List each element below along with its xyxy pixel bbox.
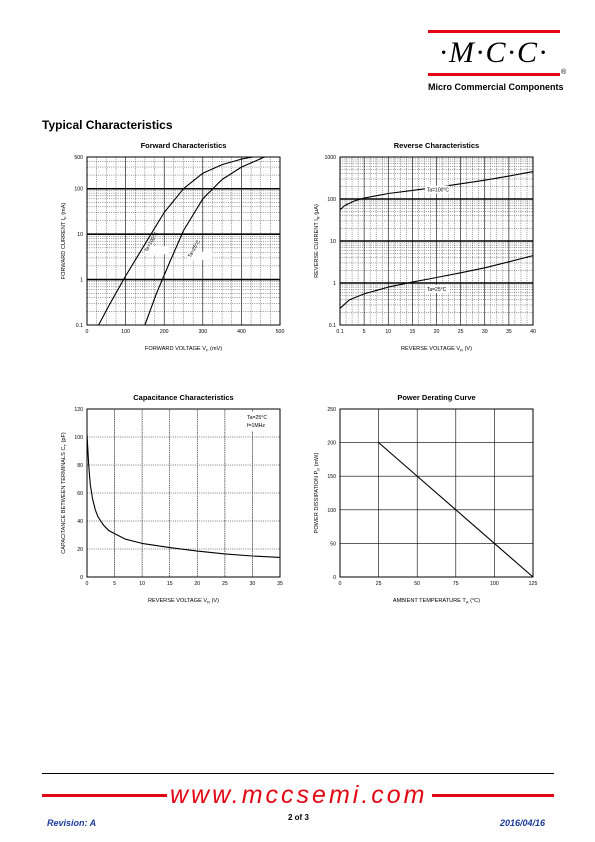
- chart2-x-tick-label: 20: [434, 329, 440, 335]
- chart2-x-tick-label: 10: [385, 329, 391, 335]
- chart2-y-tick-label: 100: [327, 197, 336, 203]
- chart3-x-axis-label: REVERSE VOLTAGE VR (V): [148, 598, 219, 605]
- chart3-x-tick-label: 15: [167, 581, 173, 587]
- chart2-series-label-bg-2: [424, 284, 449, 293]
- chart2-y-tick-label: 1000: [324, 155, 336, 161]
- chart3-title: Capacitance Characteristics: [133, 393, 233, 402]
- chart3-x-tick-label: 0: [86, 581, 89, 587]
- chart3-x-tick-label: 20: [194, 581, 200, 587]
- chart4-y-tick-label: 100: [327, 508, 336, 514]
- chart2-y-tick-label: 0.1: [329, 323, 336, 329]
- chart2-x-axis-label: REVERSE VOLTAGE VR (V): [401, 346, 472, 353]
- chart1-x-axis-label: FORWARD VOLTAGE VF (mV): [145, 346, 222, 353]
- chart2-x-tick-label: 0.1: [336, 329, 343, 335]
- chart1-y-tick-label: 10: [77, 232, 83, 238]
- chart1-y-tick-label: 500: [74, 155, 83, 161]
- registered-mark: ®: [561, 69, 567, 76]
- chart4-y-tick-label: 50: [330, 541, 336, 547]
- chart3-y-axis-label: CAPACITANCE BETWEEN TERMINALS CT (pF): [61, 432, 68, 554]
- mcc-logo: ·M·C·C· ® Micro Commercial Components: [428, 30, 568, 100]
- chart2-x-tick-label: 5: [363, 329, 366, 335]
- chart3-annotation-bg: [244, 412, 274, 431]
- chart1-x-tick-label: 200: [160, 329, 169, 335]
- chart3-frame: [86, 408, 281, 578]
- chart2-series-label-1: Ta=100°C: [427, 188, 450, 194]
- chart1-y-axis-label: FORWARD CURRENT IF (mA): [61, 203, 68, 280]
- footer-divider: [42, 773, 554, 774]
- chart4-y-axis-label: POWER DISSIPATION PD (mW): [314, 453, 321, 534]
- chart4-y-tick-label: 150: [327, 474, 336, 480]
- chart2-series-line-1: [339, 171, 534, 211]
- chart2-y-axis-label: REVERSE CURRENT IR (µA): [314, 204, 321, 278]
- chart2-series-label-2: Ta=25°C: [427, 287, 447, 293]
- chart2-y-tick-label: 10: [330, 239, 336, 245]
- chart3-y-tick-label: 0: [80, 575, 83, 581]
- chart3-y-tick-label: 40: [77, 519, 83, 525]
- chart4-title: Power Derating Curve: [397, 393, 475, 402]
- chart3-y-tick-label: 60: [77, 491, 83, 497]
- chart2-x-tick-label: 35: [506, 329, 512, 335]
- footer-red-bar-left: [42, 794, 167, 797]
- chart4-x-tick-label: 0: [339, 581, 342, 587]
- chart1-x-tick-label: 400: [237, 329, 246, 335]
- chart3-y-tick-label: 20: [77, 547, 83, 553]
- chart1-x-tick-label: 0: [86, 329, 89, 335]
- chart1-y-tick-label: 100: [74, 187, 83, 193]
- chart1-series-line-2: [144, 156, 265, 326]
- logo-text: ·M·C·C·: [439, 36, 549, 69]
- chart2-x-tick-label: 40: [530, 329, 536, 335]
- chart2-frame: [339, 156, 534, 326]
- chart4-x-tick-label: 50: [414, 581, 420, 587]
- chart1-x-tick-label: 300: [198, 329, 207, 335]
- chart4-x-tick-label: 100: [490, 581, 499, 587]
- chart2-series-label-bg-1: [424, 185, 449, 194]
- chart4-x-tick-label: 75: [453, 581, 459, 587]
- chart3-y-tick-label: 120: [74, 407, 83, 413]
- chart1-series-label-bg-1: [144, 246, 169, 255]
- chart4-frame: [339, 408, 534, 578]
- revision-label: Revision: A: [47, 818, 97, 828]
- chart3-x-tick-label: 30: [250, 581, 256, 587]
- chart2-x-tick-label: 25: [458, 329, 464, 335]
- page-number: 2 of 3: [288, 813, 309, 822]
- logo-top-bar: [428, 30, 560, 33]
- chart2-series-line-2: [339, 255, 534, 309]
- chart2-x-tick-label: 15: [409, 329, 415, 335]
- chart2-y-tick-label: 1: [333, 281, 336, 287]
- chart2-title: Reverse Characteristics: [394, 141, 479, 150]
- logo-subtitle: Micro Commercial Components: [428, 82, 564, 92]
- chart1-series-line-1: [98, 156, 254, 326]
- logo-bottom-bar: [428, 73, 560, 76]
- chart1-x-tick-label: 500: [276, 329, 285, 335]
- chart4-x-tick-label: 125: [529, 581, 538, 587]
- chart3-x-tick-label: 35: [277, 581, 283, 587]
- chart4-x-tick-label: 25: [376, 581, 382, 587]
- chart3-annotation-1: Ta=25°C: [247, 415, 267, 421]
- chart4-series-line-1: [378, 442, 534, 578]
- website-url[interactable]: www.mccsemi.com: [170, 781, 428, 809]
- chart1-title: Forward Characteristics: [141, 141, 227, 150]
- chart3-series-line-1: [86, 434, 281, 558]
- chart3-x-tick-label: 10: [139, 581, 145, 587]
- chart2-x-tick-label: 30: [482, 329, 488, 335]
- chart4-y-tick-label: 0: [333, 575, 336, 581]
- chart3-annotation-2: f=1MHz: [247, 423, 265, 429]
- chart3-y-tick-label: 80: [77, 463, 83, 469]
- footer-red-bar-right: [432, 794, 554, 797]
- chart3-y-tick-label: 100: [74, 435, 83, 441]
- chart1-series-label-bg-2: [188, 251, 213, 260]
- chart3-x-tick-label: 5: [113, 581, 116, 587]
- chart1-x-tick-label: 100: [121, 329, 130, 335]
- section-title: Typical Characteristics: [42, 118, 173, 132]
- chart4-y-tick-label: 250: [327, 407, 336, 413]
- chart4-y-tick-label: 200: [327, 441, 336, 447]
- chart4-x-axis-label: AMBIENT TEMPERATURE TA (°C): [393, 598, 480, 605]
- chart1-frame: [86, 156, 281, 326]
- chart3-x-tick-label: 25: [222, 581, 228, 587]
- chart1-y-tick-label: 1: [80, 278, 83, 284]
- chart1-y-tick-label: 0.1: [76, 323, 83, 329]
- revision-date: 2016/04/16: [500, 818, 546, 828]
